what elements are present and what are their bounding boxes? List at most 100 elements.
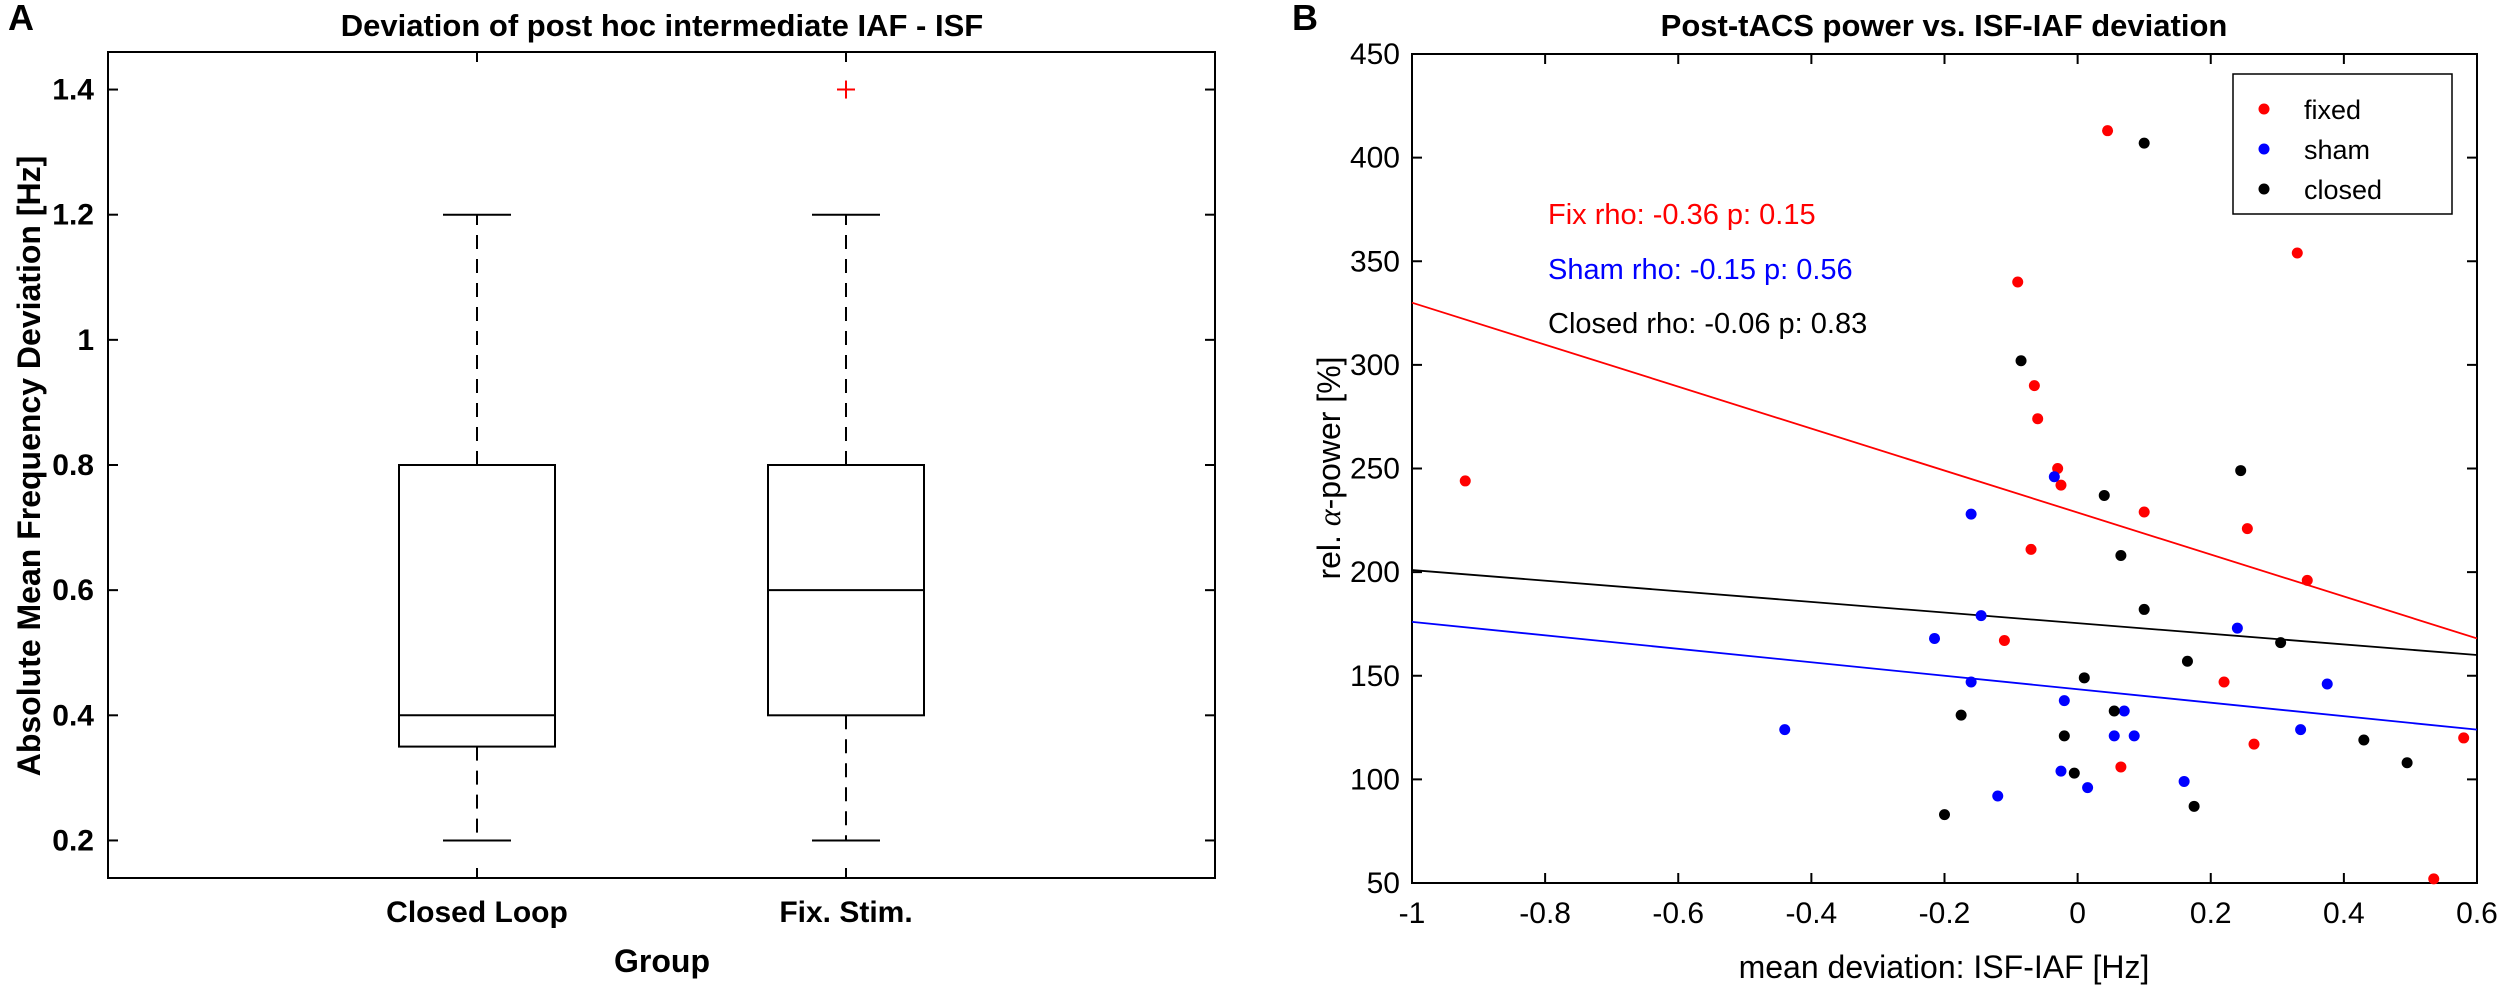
legend-label-sham: sham: [2304, 135, 2370, 165]
panel-a-y-tick-label: 0.8: [52, 449, 94, 482]
data-point-closed: [2078, 672, 2090, 684]
data-point-closed: [2358, 734, 2370, 746]
panel-b-x-tick-label: -0.8: [1519, 897, 1571, 930]
panel-b-x-axis-label: mean deviation: ISF-IAF [Hz]: [1739, 949, 2150, 985]
panel-a-boxplot: A Deviation of post hoc intermediate IAF…: [8, 0, 1216, 979]
panel-b-points: [1459, 125, 2470, 885]
panel-a-title: Deviation of post hoc intermediate IAF -…: [341, 8, 983, 43]
data-point-fixed: [2055, 479, 2067, 491]
data-point-closed: [2181, 655, 2193, 667]
data-point-sham: [1929, 632, 1941, 644]
data-point-closed: [2098, 489, 2110, 501]
panel-b-y-tick-label: 150: [1350, 660, 1400, 693]
data-point-closed: [2115, 550, 2127, 562]
panel-b-y-tick-label: 100: [1350, 763, 1400, 796]
data-point-closed: [2188, 800, 2200, 812]
panel-b-x-tick-label: -0.6: [1652, 897, 1704, 930]
panel-b-y-tick-label: 450: [1350, 38, 1400, 71]
panel-a-x-tick-label: Closed Loop: [386, 896, 568, 929]
panel-a-x-axis-label: Group: [614, 943, 710, 979]
data-point-closed: [2068, 767, 2080, 779]
panel-a-x-tick-label: Fix. Stim.: [779, 896, 912, 929]
legend-label-closed: closed: [2304, 175, 2382, 205]
panel-a-y-axis-label: Absolute Mean Frequency Deviation [Hz]: [11, 156, 47, 777]
panel-a-y-tick-label: 1.4: [52, 74, 94, 107]
panel-b-y-tick-label: 50: [1367, 867, 1400, 900]
panel-b-x-tick-label: -0.2: [1919, 897, 1971, 930]
data-point-fixed: [2028, 380, 2040, 392]
panel-b-fit-lines: [1411, 301, 2478, 731]
panel-a-y-tick-label: 0.6: [52, 574, 94, 607]
panel-a-y-tick-label: 1: [77, 324, 94, 357]
data-point-closed: [2058, 730, 2070, 742]
data-point-sham: [1779, 724, 1791, 736]
legend-marker-fixed: [2258, 103, 2270, 115]
legend-marker-closed: [2258, 183, 2270, 195]
data-point-closed: [2138, 137, 2150, 149]
panel-b-x-tick-label: -1: [1399, 897, 1426, 930]
data-point-fixed: [1998, 635, 2010, 647]
panel-b-x-tick-label: 0: [2069, 897, 2086, 930]
data-point-fixed: [2025, 543, 2037, 555]
data-point-fixed: [2458, 732, 2470, 744]
panel-b-y-tick-label: 200: [1350, 556, 1400, 589]
panel-a-y-tick-label: 0.2: [52, 824, 94, 857]
panel-b-x-tick-label: 0.6: [2456, 897, 2498, 930]
data-point-sham: [2231, 622, 2243, 634]
data-point-fixed: [2012, 276, 2024, 288]
annotation-sham-correlation: Sham rho: -0.15 p: 0.56: [1548, 254, 1853, 286]
data-point-closed: [1955, 709, 1967, 721]
panel-b-letter: B: [1292, 0, 1318, 38]
panel-b-x-tick-label: -0.4: [1786, 897, 1838, 930]
panel-b-y-axis-label: rel. α-power [%]: [1311, 356, 1347, 579]
data-point-sham: [2108, 730, 2120, 742]
panel-b-x-tick-label: 0.2: [2190, 897, 2232, 930]
panel-a-plot-frame: [107, 51, 1216, 879]
panel-b-title: Post-tACS power vs. ISF-IAF deviation: [1661, 8, 2228, 43]
annotation-closed-correlation: Closed rho: -0.06 p: 0.83: [1548, 308, 1867, 340]
fit-line-sham: [1411, 620, 2478, 731]
data-point-closed: [2275, 637, 2287, 649]
panel-a-boxes: [398, 80, 925, 842]
fit-line-closed: [1411, 569, 2478, 656]
data-point-fixed: [2032, 413, 2044, 425]
data-point-sham: [2295, 724, 2307, 736]
data-point-sham: [2055, 765, 2067, 777]
data-point-closed: [2015, 355, 2027, 367]
data-point-fixed: [2301, 574, 2313, 586]
data-point-fixed: [2291, 247, 2303, 259]
data-point-sham: [2118, 705, 2130, 717]
data-point-sham: [2048, 471, 2060, 483]
annotation-fixed-correlation: Fix rho: -0.36 p: 0.15: [1548, 199, 1816, 231]
panel-a-y-tick-label: 0.4: [52, 699, 94, 732]
panel-b-y-tick-label: 250: [1350, 453, 1400, 486]
legend-marker-sham: [2258, 143, 2270, 155]
data-point-closed: [2138, 603, 2150, 615]
fit-line-fixed: [1411, 301, 2478, 640]
data-point-sham: [1965, 676, 1977, 688]
data-point-fixed: [2218, 676, 2230, 688]
data-point-closed: [1939, 809, 1950, 821]
panel-a-y-ticks: 0.2 0.4 0.6 0.8 1 1.2 1.4: [52, 74, 1215, 857]
data-point-sham: [1975, 610, 1987, 622]
panel-b-y-tick-label: 350: [1350, 245, 1400, 278]
data-point-sham: [2128, 730, 2140, 742]
panel-b-ticks: -1 -0.8 -0.6 -0.4 -0.2 0 0.2 0.4 0.6 50 100 150 200 2…: [1350, 38, 2498, 930]
data-point-sham: [1992, 790, 2004, 802]
data-point-closed: [2108, 705, 2120, 717]
data-point-fixed: [2241, 523, 2253, 535]
data-point-sham: [2178, 775, 2190, 787]
data-point-closed: [2235, 465, 2247, 477]
panel-a-y-tick-label: 1.2: [52, 199, 94, 232]
data-point-sham: [2321, 678, 2333, 690]
panel-b-x-tick-label: 0.4: [2323, 897, 2365, 930]
box-iqr: [398, 464, 556, 748]
data-point-fixed: [2102, 125, 2114, 137]
data-point-fixed: [1459, 475, 1471, 487]
legend-label-fixed: fixed: [2304, 95, 2361, 125]
panel-a-x-ticks: Closed Loop Fix. Stim.: [386, 52, 913, 929]
data-point-sham: [1965, 508, 1977, 520]
legend-box: [2232, 73, 2453, 215]
data-point-fixed: [2115, 761, 2127, 773]
